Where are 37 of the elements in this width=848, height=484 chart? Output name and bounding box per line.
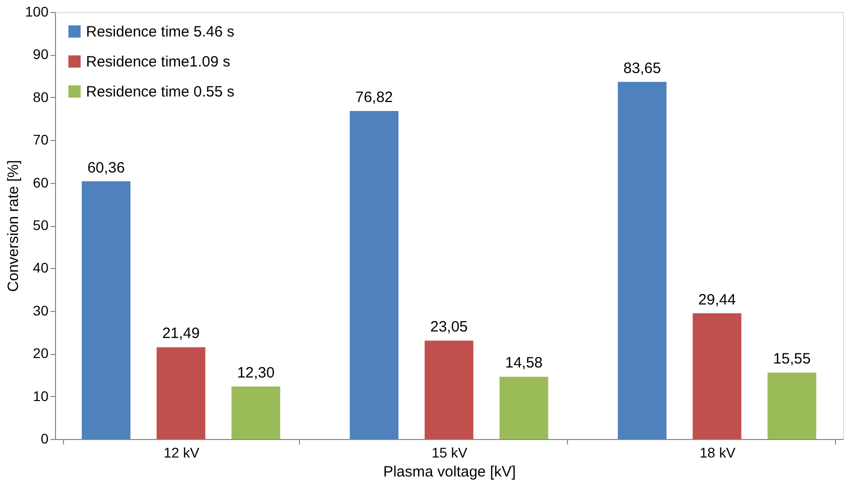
- bar: [692, 313, 742, 439]
- data-label: 23,05: [430, 318, 468, 336]
- bar: [350, 110, 398, 439]
- legend-label: Residence time 0.55 s: [86, 84, 234, 100]
- data-label: 21,49: [162, 325, 200, 342]
- y-tick-label: 80: [32, 88, 49, 105]
- bar: [500, 376, 548, 439]
- data-label: 15,55: [773, 350, 811, 368]
- bar: [768, 372, 816, 439]
- data-label: 83,65: [623, 60, 661, 77]
- y-tick-label: 0: [40, 430, 49, 446]
- legend-label: Residence time1.09 s: [86, 54, 230, 70]
- y-tick-label: 30: [32, 302, 49, 318]
- y-tick-label: 40: [32, 260, 49, 276]
- x-tick-label: 12 kV: [164, 444, 200, 460]
- legend-label: Residence time 5.46 s: [86, 24, 234, 40]
- y-tick-label: 10: [32, 388, 49, 404]
- data-label: 29,44: [698, 291, 736, 308]
- data-label: 12,30: [237, 364, 275, 382]
- x-tick-label: 18 kV: [700, 444, 736, 460]
- data-label: 14,58: [505, 354, 543, 372]
- y-tick-label: 50: [32, 217, 49, 233]
- bar: [618, 82, 666, 439]
- data-label: 60,36: [87, 159, 125, 176]
- bar: [82, 181, 130, 439]
- y-tick-label: 100: [25, 4, 49, 20]
- x-axis-title: Plasma voltage [kV]: [383, 464, 516, 480]
- y-tick-label: 60: [32, 174, 49, 190]
- x-tick-label: 15 kV: [432, 444, 468, 460]
- bar: [424, 340, 474, 439]
- y-tick-label: 90: [32, 46, 49, 62]
- data-label: 76,82: [355, 88, 393, 106]
- bar: [232, 386, 280, 439]
- y-tick-label: 20: [32, 345, 49, 362]
- y-axis-title: Conversion rate [%]: [5, 160, 22, 292]
- bar: [156, 347, 206, 439]
- y-tick-label: 70: [32, 132, 49, 148]
